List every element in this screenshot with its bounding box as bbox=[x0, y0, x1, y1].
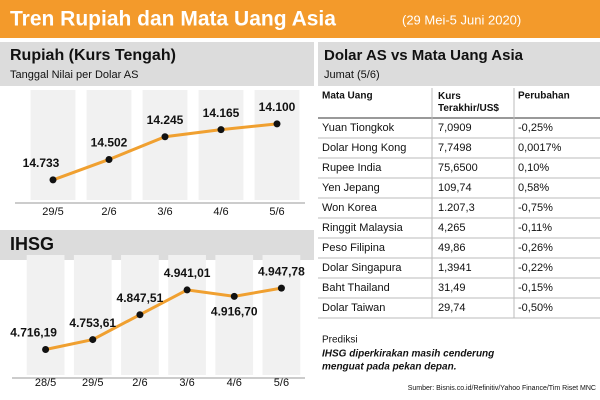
data-label: 14.502 bbox=[91, 136, 128, 150]
point bbox=[89, 336, 97, 344]
point bbox=[161, 133, 169, 141]
data-label: 14.165 bbox=[203, 106, 240, 120]
point bbox=[136, 311, 144, 319]
point bbox=[42, 346, 50, 354]
table-cell: 49,86 bbox=[438, 242, 466, 254]
table-cell: Baht Thailand bbox=[322, 282, 390, 294]
source: Sumber: Bisnis.co.id/Refinitiv/Yahoo Fin… bbox=[408, 385, 596, 392]
data-label: 4.916,70 bbox=[211, 305, 258, 319]
point bbox=[277, 284, 285, 292]
table-cell: 29,74 bbox=[438, 302, 466, 314]
table-cell: -0,11% bbox=[518, 222, 552, 234]
note-text: IHSG diperkirakan masih cenderung bbox=[322, 349, 494, 360]
subtitle: (29 Mei-5 Juni 2020) bbox=[402, 12, 521, 27]
note-text: menguat pada pekan depan. bbox=[322, 362, 456, 373]
column-band bbox=[215, 255, 254, 375]
title: Tren Rupiah dan Mata Uang Asia bbox=[10, 8, 336, 31]
table-cell: Peso Filipina bbox=[322, 242, 386, 254]
x-tick-label: 4/6 bbox=[227, 377, 242, 389]
panel-header bbox=[318, 42, 600, 86]
data-label: 4.716,19 bbox=[10, 326, 57, 340]
table-cell: 0,10% bbox=[518, 162, 549, 174]
x-tick-label: 3/6 bbox=[179, 377, 194, 389]
column-band bbox=[198, 90, 244, 200]
x-tick-label: 3/6 bbox=[157, 206, 172, 218]
table-cell: 109,74 bbox=[438, 182, 472, 194]
point bbox=[217, 126, 225, 134]
column-band bbox=[26, 255, 65, 375]
table-title: Dolar AS vs Mata Uang Asia bbox=[324, 47, 524, 64]
line bbox=[45, 286, 282, 351]
table-cell: 1,3941 bbox=[438, 262, 472, 274]
table-cell: -0,25% bbox=[518, 122, 553, 134]
table-cell: Yuan Tiongkok bbox=[322, 122, 395, 134]
chart-subtitle: Tanggal Nilai per Dolar AS bbox=[10, 69, 138, 81]
data-label: 14.100 bbox=[259, 100, 296, 114]
header-bar bbox=[0, 0, 600, 38]
table-cell: 0,58% bbox=[518, 182, 549, 194]
table-cell: -0,15% bbox=[518, 282, 553, 294]
point bbox=[230, 292, 238, 300]
table-cell: -0,26% bbox=[518, 242, 553, 254]
note-title: Prediksi bbox=[322, 335, 358, 346]
table-cell: Rupee India bbox=[322, 162, 382, 174]
column-header: Kurs Terakhir/US$ bbox=[438, 91, 499, 114]
x-tick-label: 2/6 bbox=[101, 206, 116, 218]
table-cell: Dolar Taiwan bbox=[322, 302, 385, 314]
table-subtitle: Jumat (5/6) bbox=[324, 69, 380, 81]
point bbox=[49, 176, 57, 184]
table-cell: 75,6500 bbox=[438, 162, 478, 174]
column-header: Perubahan bbox=[518, 91, 570, 102]
x-tick-label: 5/6 bbox=[274, 377, 289, 389]
column-band bbox=[30, 90, 76, 200]
column-band bbox=[142, 90, 188, 200]
table-cell: -0,22% bbox=[518, 262, 553, 274]
table-cell: -0,50% bbox=[518, 302, 553, 314]
column-band bbox=[254, 90, 300, 200]
column-band bbox=[86, 90, 132, 200]
table-cell: Dolar Singapura bbox=[322, 262, 402, 274]
point bbox=[183, 286, 191, 294]
table-cell: Yen Jepang bbox=[322, 182, 380, 194]
table-cell: 4,265 bbox=[438, 222, 466, 234]
table-cell: Dolar Hong Kong bbox=[322, 142, 406, 154]
table-cell: 31,49 bbox=[438, 282, 466, 294]
column-band bbox=[168, 255, 206, 375]
data-label: 4.947,78 bbox=[258, 264, 305, 278]
table-cell: Won Korea bbox=[322, 202, 378, 214]
data-label: 14.733 bbox=[23, 156, 60, 170]
panel-header bbox=[0, 42, 314, 86]
column-header: Mata Uang bbox=[322, 91, 373, 102]
table-cell: 7,0909 bbox=[438, 122, 472, 134]
x-tick-label: 5/6 bbox=[269, 206, 284, 218]
data-label: 14.245 bbox=[147, 113, 184, 127]
table-cell: 7,7498 bbox=[438, 142, 472, 154]
data-label: 4.941,01 bbox=[164, 266, 211, 280]
x-tick-label: 29/5 bbox=[82, 377, 103, 389]
table-cell: 0,0017% bbox=[518, 142, 562, 154]
table-cell: -0,75% bbox=[518, 202, 553, 214]
point bbox=[105, 155, 113, 163]
x-tick-label: 28/5 bbox=[35, 377, 56, 389]
table-cell: 1.207,3 bbox=[438, 202, 475, 214]
column-band bbox=[73, 255, 112, 375]
x-tick-label: 29/5 bbox=[42, 206, 63, 218]
x-tick-label: 2/6 bbox=[132, 377, 147, 389]
table-cell: Ringgit Malaysia bbox=[322, 222, 404, 234]
data-label: 4.753,61 bbox=[69, 316, 116, 330]
x-tick-label: 4/6 bbox=[213, 206, 228, 218]
chart-title: IHSG bbox=[10, 234, 54, 254]
data-label: 4.847,51 bbox=[117, 291, 164, 305]
column-band bbox=[262, 255, 301, 375]
chart-title: Rupiah (Kurs Tengah) bbox=[10, 47, 176, 64]
point bbox=[273, 120, 281, 128]
